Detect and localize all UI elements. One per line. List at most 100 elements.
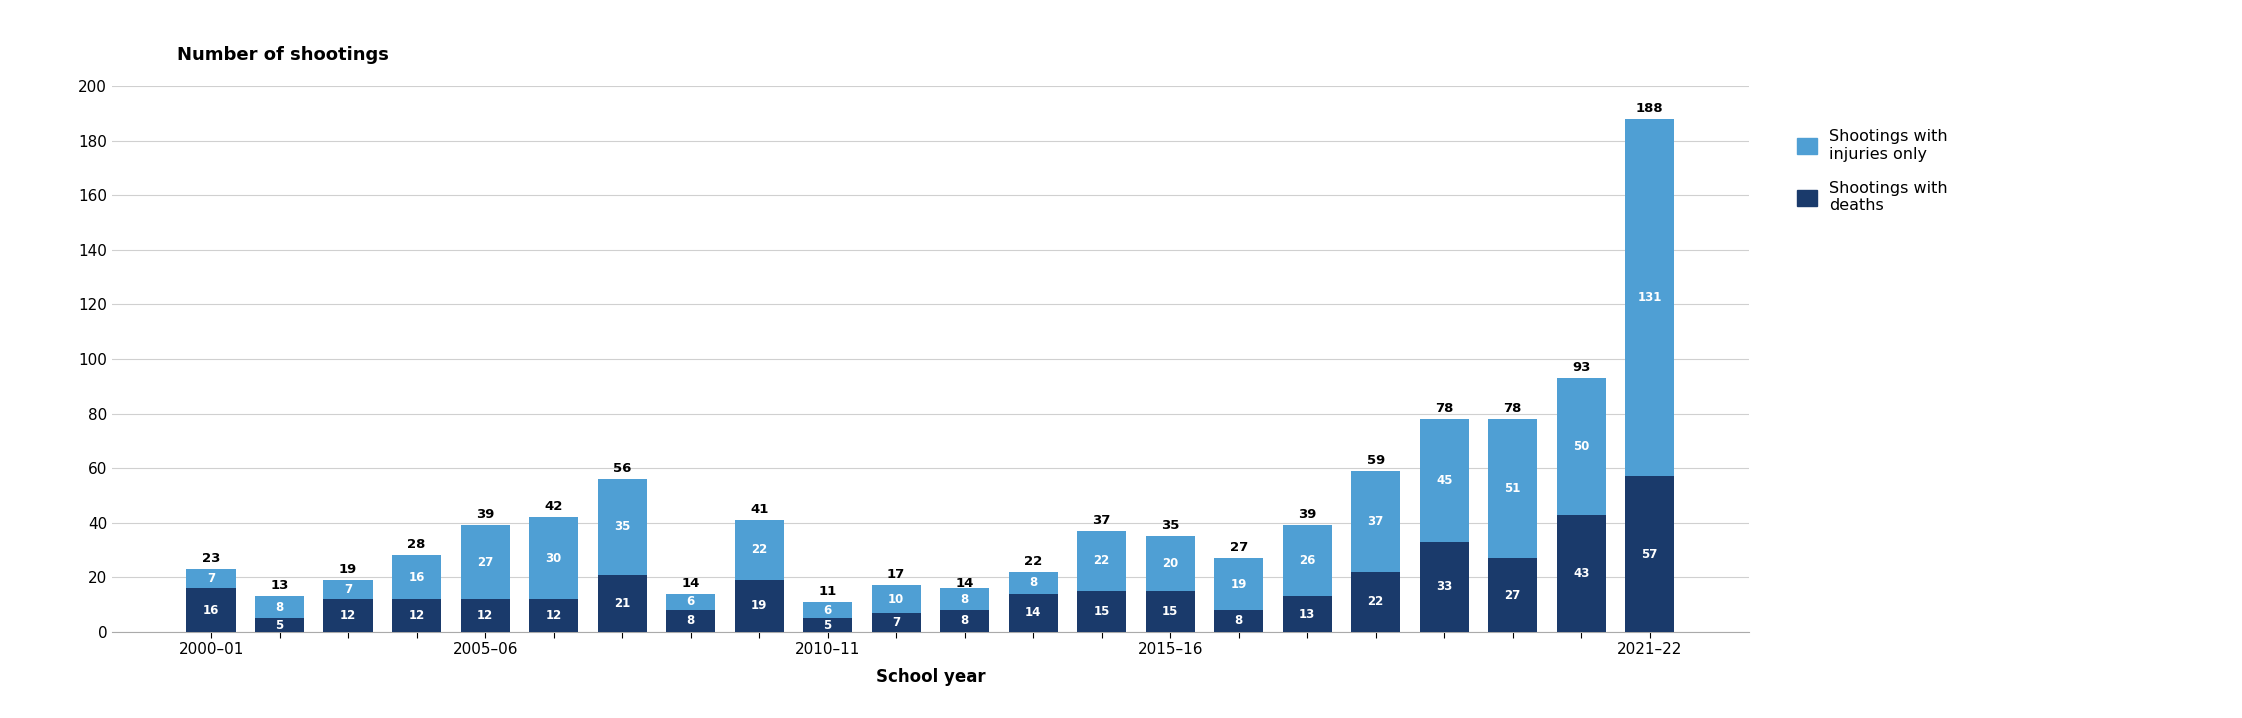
Text: 8: 8 xyxy=(960,592,969,605)
Text: 8: 8 xyxy=(276,601,285,614)
Bar xyxy=(1146,591,1195,632)
Bar xyxy=(1489,558,1538,632)
Bar xyxy=(323,580,372,599)
Text: 22: 22 xyxy=(1025,555,1043,568)
Text: 14: 14 xyxy=(955,577,973,589)
Text: 6: 6 xyxy=(823,604,832,617)
Text: 14: 14 xyxy=(1025,606,1040,619)
Text: 13: 13 xyxy=(1298,607,1316,620)
Text: 13: 13 xyxy=(271,579,289,592)
Legend: Shootings with
injuries only, Shootings with
deaths: Shootings with injuries only, Shootings … xyxy=(1789,121,1955,221)
Text: 30: 30 xyxy=(545,551,563,564)
Text: 188: 188 xyxy=(1637,102,1664,115)
Bar xyxy=(1625,476,1675,632)
Bar xyxy=(1282,526,1332,597)
Bar xyxy=(1076,591,1125,632)
Text: 12: 12 xyxy=(545,609,563,622)
Bar xyxy=(1556,515,1605,632)
Text: 50: 50 xyxy=(1574,440,1590,453)
Bar xyxy=(666,610,715,632)
Bar xyxy=(1419,542,1469,632)
Bar xyxy=(1213,558,1262,610)
Text: 56: 56 xyxy=(612,462,632,475)
Text: 27: 27 xyxy=(478,556,493,569)
Bar xyxy=(1009,594,1058,632)
Bar xyxy=(872,612,921,632)
Bar xyxy=(803,618,852,632)
Text: 51: 51 xyxy=(1504,482,1520,495)
Text: 15: 15 xyxy=(1094,605,1110,618)
Text: 28: 28 xyxy=(408,538,426,551)
Bar xyxy=(1146,536,1195,591)
Text: 22: 22 xyxy=(1368,595,1383,608)
Text: 37: 37 xyxy=(1368,515,1383,528)
Text: 8: 8 xyxy=(960,615,969,628)
Bar xyxy=(186,569,235,588)
Text: 16: 16 xyxy=(204,604,220,617)
Text: 19: 19 xyxy=(1231,577,1247,591)
Bar xyxy=(529,599,578,632)
Text: 78: 78 xyxy=(1435,402,1453,415)
Text: 15: 15 xyxy=(1161,605,1179,618)
Text: Number of shootings: Number of shootings xyxy=(177,47,388,65)
Text: 5: 5 xyxy=(276,618,285,632)
Text: 59: 59 xyxy=(1368,454,1386,467)
Text: 57: 57 xyxy=(1641,548,1657,561)
Text: 10: 10 xyxy=(888,592,904,605)
Bar xyxy=(1489,419,1538,558)
Bar xyxy=(1213,610,1262,632)
Text: 7: 7 xyxy=(206,572,215,585)
Text: 26: 26 xyxy=(1298,554,1316,567)
Text: 19: 19 xyxy=(339,563,356,576)
Text: 7: 7 xyxy=(343,583,352,596)
Bar xyxy=(392,599,442,632)
Bar xyxy=(460,599,509,632)
Text: 27: 27 xyxy=(1229,541,1249,554)
Text: 16: 16 xyxy=(408,571,424,584)
Bar xyxy=(1009,572,1058,594)
Bar xyxy=(186,588,235,632)
Text: 41: 41 xyxy=(751,503,769,516)
Text: 8: 8 xyxy=(686,615,695,628)
Bar xyxy=(599,479,648,574)
Text: 43: 43 xyxy=(1574,567,1590,579)
Bar xyxy=(1556,378,1605,515)
Bar xyxy=(735,520,785,580)
Bar xyxy=(1352,471,1401,572)
Text: 33: 33 xyxy=(1437,580,1453,593)
Text: 22: 22 xyxy=(1094,554,1110,567)
Bar xyxy=(256,618,305,632)
Bar xyxy=(1625,119,1675,476)
Bar xyxy=(529,517,578,599)
Text: 12: 12 xyxy=(408,609,424,622)
Text: 93: 93 xyxy=(1572,361,1590,374)
Bar xyxy=(939,610,989,632)
Text: 131: 131 xyxy=(1637,291,1661,304)
Text: 27: 27 xyxy=(1504,589,1520,602)
Text: 17: 17 xyxy=(888,569,906,582)
Bar xyxy=(1076,531,1125,591)
Text: 19: 19 xyxy=(751,600,767,612)
X-axis label: School year: School year xyxy=(877,668,984,686)
Bar xyxy=(872,585,921,612)
Text: 35: 35 xyxy=(614,521,630,533)
Text: 20: 20 xyxy=(1161,557,1179,570)
Text: 37: 37 xyxy=(1092,514,1110,527)
Bar xyxy=(735,580,785,632)
Bar xyxy=(1419,419,1469,542)
Bar xyxy=(1352,572,1401,632)
Text: 5: 5 xyxy=(823,618,832,632)
Text: 39: 39 xyxy=(1298,508,1316,521)
Bar xyxy=(1282,597,1332,632)
Bar xyxy=(256,597,305,618)
Text: 14: 14 xyxy=(682,577,700,589)
Bar xyxy=(460,526,509,599)
Text: 42: 42 xyxy=(545,500,563,513)
Text: 8: 8 xyxy=(1029,577,1038,589)
Text: 7: 7 xyxy=(892,616,901,629)
Bar xyxy=(392,556,442,599)
Text: 6: 6 xyxy=(686,595,695,608)
Text: 12: 12 xyxy=(478,609,493,622)
Text: 8: 8 xyxy=(1235,615,1242,628)
Text: 12: 12 xyxy=(341,609,356,622)
